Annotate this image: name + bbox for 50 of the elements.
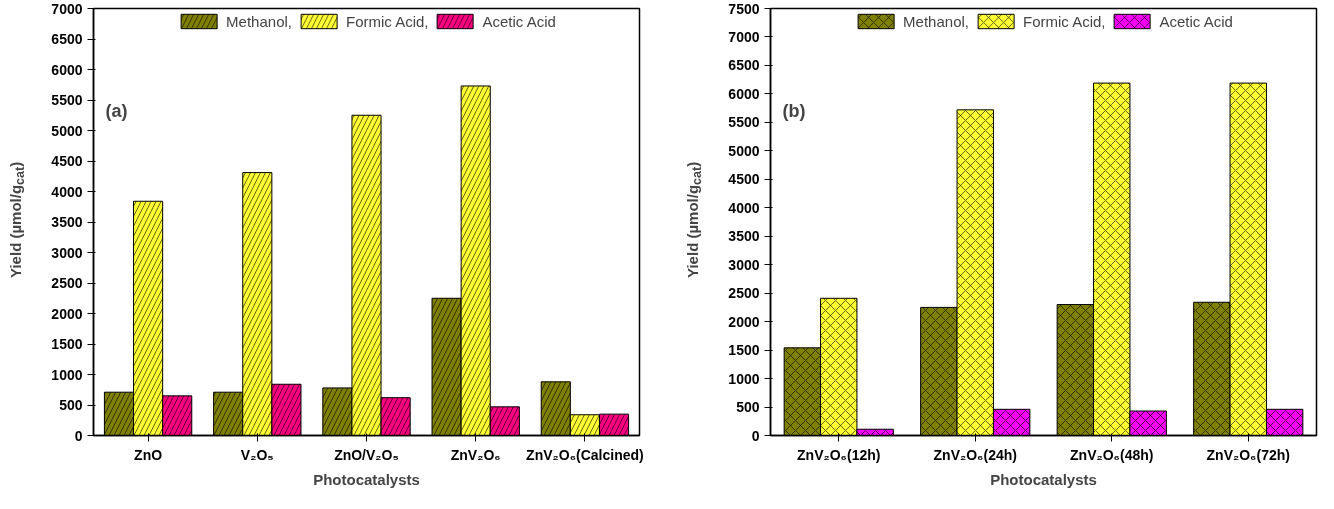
legend-label: Methanol, [903, 12, 969, 30]
y-tick-label: 6500 [728, 57, 760, 74]
y-tick-label: 3500 [51, 214, 83, 230]
x-tick-label: ZnV₂O₆(72h) [1206, 446, 1290, 463]
y-tick-label: 1500 [51, 336, 83, 352]
y-tick-label: 4000 [51, 183, 83, 200]
x-tick-label: ZnV₂O₆(Calcined) [526, 446, 644, 463]
y-tick-label: 5500 [728, 114, 760, 131]
y-tick-label: 5000 [51, 122, 83, 139]
y-tick-label: 1000 [728, 370, 760, 387]
x-tick-label: ZnV₂O₆ [450, 446, 501, 463]
y-tick-label: 3000 [51, 244, 83, 261]
x-tick-label: ZnO/V₂O₅ [334, 446, 399, 463]
y-tick-label: 0 [74, 427, 83, 444]
annotation: (a) [105, 100, 128, 121]
y-tick-label: 6000 [51, 61, 83, 78]
x-tick-label: ZnV₂O₆(48h) [1070, 446, 1154, 463]
legend-label: Formic Acid, [345, 12, 429, 30]
y-tick-label: 2500 [728, 285, 760, 302]
y-tick-label: 6000 [728, 85, 760, 102]
legend-label: Methanol, [226, 12, 292, 30]
x-tick-label: V₂O₅ [240, 446, 274, 463]
y-tick-label: 1500 [728, 342, 760, 359]
y-tick-label: 3000 [728, 256, 760, 273]
y-tick-label: 2500 [51, 275, 83, 291]
y-tick-label: 0 [751, 427, 760, 444]
y-tick-label: 4000 [728, 199, 760, 216]
x-tick-label: ZnO [134, 446, 163, 463]
x-axis-title: Photocatalysts [313, 470, 420, 488]
x-tick-label: ZnV₂O₆(24h) [933, 446, 1017, 463]
y-tick-label: 7000 [728, 28, 760, 45]
y-tick-label: 6500 [51, 31, 83, 47]
annotation: (b) [782, 100, 806, 121]
y-tick-label: 2000 [51, 305, 83, 322]
y-tick-label: 4500 [51, 153, 83, 169]
y-tick-label: 2000 [728, 313, 760, 330]
y-tick-label: 3500 [728, 228, 760, 245]
y-tick-label: 500 [59, 397, 83, 413]
x-tick-label: ZnV₂O₆(12h) [797, 446, 881, 463]
y-tick-label: 1000 [51, 366, 83, 383]
legend-label: Acetic Acid [1159, 12, 1233, 30]
y-tick-label: 5500 [51, 92, 83, 108]
y-tick-label: 7500 [728, 0, 760, 17]
legend-label: Acetic Acid [482, 12, 556, 30]
y-tick-label: 500 [736, 399, 760, 416]
y-tick-label: 5000 [728, 142, 760, 159]
y-tick-label: 7000 [51, 0, 83, 17]
legend-label: Formic Acid, [1022, 12, 1106, 30]
x-axis-title: Photocatalysts [990, 470, 1097, 488]
y-tick-label: 4500 [728, 171, 760, 188]
